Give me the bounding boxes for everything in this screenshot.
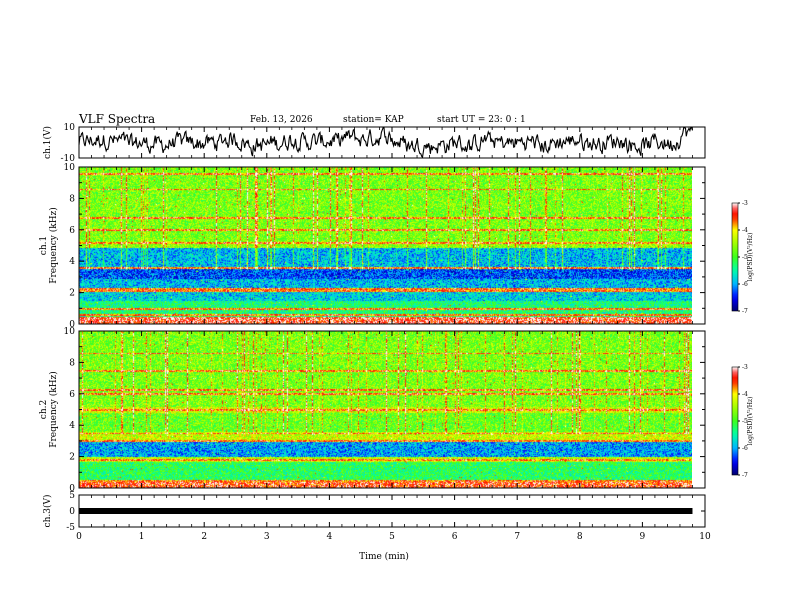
x-tick-label: 7 [514, 532, 520, 542]
ch1-spectrogram-image [79, 167, 692, 324]
colorbar-tick-label: -5 [742, 254, 748, 261]
colorbar-bar [731, 202, 739, 312]
y-tick-label: -10 [61, 154, 76, 164]
ch1-waveform-panel: 10 -10 ch.1(V) [42, 123, 706, 164]
x-tick-label: 5 [389, 532, 395, 542]
date-label: Feb. 13, 2026 [250, 115, 313, 125]
start-ut-label: start UT = 23: 0 : 1 [437, 115, 526, 125]
colorbar-tick-label: -4 [742, 227, 748, 234]
figure-title: VLF Spectra [79, 112, 156, 126]
x-tick-label: 4 [327, 532, 333, 542]
y-tick-label: 0 [69, 320, 75, 330]
x-tick-label: 6 [452, 532, 458, 542]
colorbar-tick-label: -7 [742, 308, 748, 315]
ch2-spectrogram-image [79, 331, 692, 488]
y-tick-label: 2 [69, 453, 75, 463]
x-tick-label: 9 [640, 532, 646, 542]
y-tick-label: 2 [69, 289, 75, 299]
ch1-spectrogram-colorbar: -3 -4 -5 -6 -7 log(PSD)(V²/Hz) [731, 200, 754, 315]
x-tick-label: 1 [139, 532, 145, 542]
ch1-spectrogram-panel: 0 2 4 6 8 10 ch.1 Frequency (kHz) -3 -4 -5 -6 -7 log(… [39, 163, 754, 330]
x-tick-label: 3 [264, 532, 270, 542]
colorbar-tick-label: -5 [742, 418, 748, 425]
ch3-waveform-panel: 50-5ch.3(V)0 1 2 3 4 5 6 7 8 9 10 [42, 491, 711, 542]
ch3-waveform-trace [79, 508, 693, 514]
ch1-spectrogram-ylabel-channel: ch.1 [39, 236, 49, 255]
station-label: station= KAP [343, 115, 404, 125]
colorbar-tick-label: -3 [742, 364, 748, 371]
y-tick-label: 10 [64, 163, 76, 173]
ch2-spectrogram-colorbar: -3 -4 -5 -6 -7 log(PSD)(V²/Hz) [731, 364, 754, 479]
y-tick-label: 10 [64, 123, 76, 133]
colorbar-tick-label: -7 [742, 472, 748, 479]
y-tick-label: 6 [69, 226, 75, 236]
y-tick-label: 8 [69, 194, 75, 204]
ch2-spectrogram-ylabel-frequency: Frequency (kHz) [48, 371, 59, 448]
colorbar-label: log(PSD)(V²/Hz) [747, 233, 754, 282]
y-tick-label: 10 [64, 327, 76, 337]
x-tick-label: 0 [76, 532, 82, 542]
ch1-waveform-trace [78, 127, 694, 159]
ch3-waveform-ylabel: ch.3(V) [42, 495, 53, 528]
ch2-spectrogram-ylabel-channel: ch.2 [39, 400, 49, 419]
y-tick-label: 8 [69, 358, 75, 368]
y-tick-label: 0 [69, 484, 75, 494]
x-tick-label: 2 [201, 532, 207, 542]
colorbar-bar [731, 366, 739, 476]
y-tick-label: 6 [69, 390, 75, 400]
ch2-spectrogram-panel: 0 2 4 6 8 10 ch.2 Frequency (kHz) -3 -4 -5 -6 -7 log(… [39, 327, 754, 494]
ch1-waveform-frame [78, 126, 706, 159]
x-axis-label: Time (min) [359, 551, 409, 562]
ch1-waveform-ylabel: ch.1(V) [42, 126, 53, 159]
ch1-spectrogram-ylabel-frequency: Frequency (kHz) [48, 207, 59, 284]
y-tick-label: 4 [69, 257, 75, 267]
colorbar-tick-label: -6 [742, 281, 748, 288]
x-tick-label: 10 [699, 532, 711, 542]
y-tick-label: 5 [69, 491, 75, 501]
colorbar-tick-label: -6 [742, 445, 748, 452]
colorbar-label: log(PSD)(V²/Hz) [747, 397, 754, 446]
colorbar-tick-label: -3 [742, 200, 748, 207]
y-tick-label: -5 [66, 523, 75, 533]
colorbar-tick-label: -4 [742, 391, 748, 398]
x-tick-label: 8 [577, 532, 583, 542]
y-tick-label: 4 [69, 421, 75, 431]
y-tick-label: 0 [69, 507, 75, 517]
